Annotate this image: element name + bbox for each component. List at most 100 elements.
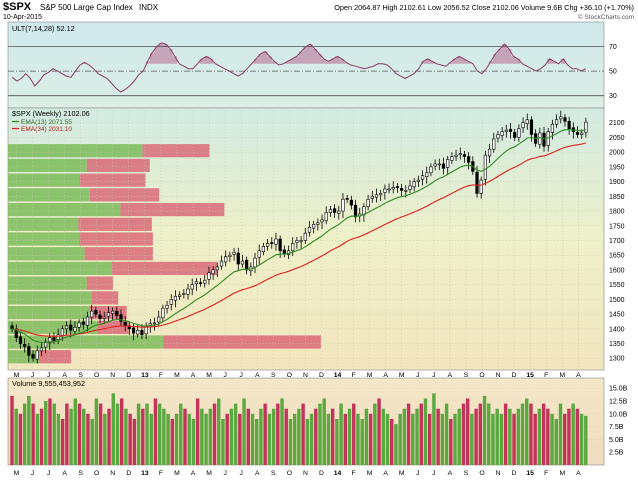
- price-x-tick-label: O: [287, 372, 292, 379]
- volume-bar: [52, 403, 56, 465]
- candle-body: [73, 327, 77, 332]
- candle-body: [374, 194, 379, 198]
- candle-body: [441, 163, 446, 169]
- price-x-tick-label: O: [94, 372, 99, 379]
- volume-bar: [525, 398, 529, 465]
- vbp-bar-down: [111, 261, 217, 276]
- candle-body: [538, 132, 542, 145]
- volume-bar: [381, 408, 385, 465]
- candle-body: [395, 186, 400, 188]
- volume-bar: [136, 403, 141, 465]
- volume-bar: [90, 418, 94, 465]
- candle-body: [111, 310, 115, 314]
- volume-bar: [516, 408, 520, 465]
- candle-body: [257, 250, 261, 258]
- volume-bar: [60, 418, 65, 465]
- chart-date: 10-Apr-2015: [3, 14, 42, 21]
- volume-x-tick-label: J: [432, 470, 435, 477]
- candle-body: [391, 187, 395, 190]
- volume-bar: [115, 403, 120, 465]
- volume-bar: [187, 413, 191, 465]
- volume-layer: [8, 387, 604, 465]
- candle-body: [487, 148, 492, 157]
- volume-x-tick-label: A: [448, 470, 453, 477]
- candle-body: [349, 199, 353, 206]
- candle-body: [550, 123, 554, 133]
- volume-bar: [35, 413, 40, 465]
- candle-body: [119, 314, 123, 322]
- candle-body: [56, 334, 60, 340]
- volume-bar: [255, 418, 259, 465]
- price-tick-label: 2050: [609, 135, 625, 142]
- symbol-description: S&P 500 Large Cap Index: [40, 3, 133, 12]
- candle-body: [10, 325, 14, 330]
- ult-tick-label: 70: [609, 44, 617, 51]
- candle-body: [27, 346, 31, 356]
- candle-body: [224, 256, 228, 263]
- volume-bar: [377, 398, 381, 465]
- volume-bar: [292, 413, 297, 465]
- volume-x-tick-label: S: [271, 470, 276, 477]
- candle-body: [161, 307, 165, 319]
- candle-body: [211, 269, 215, 275]
- candle-body: [433, 163, 437, 167]
- volume-bar: [314, 408, 318, 465]
- candle-body: [366, 198, 370, 207]
- candle-body: [173, 296, 178, 301]
- symbol-exchange: INDX: [139, 3, 159, 12]
- volume-bar: [415, 408, 419, 465]
- candle-body: [198, 282, 203, 284]
- price-x-tick-label: J: [416, 372, 419, 379]
- candle-body: [483, 154, 487, 180]
- volume-x-tick-label: M: [559, 470, 565, 477]
- vbp-bar-up: [8, 158, 87, 173]
- volume-bar: [520, 403, 525, 465]
- candle-body: [500, 131, 504, 136]
- volume-bar: [508, 408, 512, 465]
- volume-bar: [537, 408, 542, 465]
- candle-body: [219, 260, 224, 267]
- volume-bar: [73, 398, 78, 465]
- volume-bar: [166, 413, 170, 465]
- candle-body: [81, 321, 85, 325]
- candle-body: [454, 154, 458, 157]
- candle-body: [94, 309, 98, 315]
- candle-body: [383, 188, 387, 193]
- candle-body: [404, 190, 408, 192]
- candle-body: [131, 327, 136, 334]
- volume-x-tick-label: O: [479, 470, 484, 477]
- candle-body: [458, 153, 462, 155]
- candle-body: [559, 116, 563, 120]
- candle-body: [190, 284, 194, 290]
- volume-bar: [318, 403, 322, 465]
- candle-body: [278, 238, 282, 252]
- candle-body: [236, 252, 240, 265]
- vbp-bar-up: [8, 335, 164, 349]
- ult-overbought-fill: [82, 42, 566, 64]
- volume-bar: [562, 413, 567, 465]
- volume-x-tick-label: 15: [526, 470, 534, 477]
- volume-bar: [208, 408, 213, 465]
- candle-body: [462, 154, 467, 157]
- volume-bar: [250, 413, 255, 465]
- vbp-bar-down: [39, 350, 71, 364]
- volume-bar: [394, 424, 398, 465]
- price-x-tick-label: M: [14, 372, 20, 379]
- price-x-tick-label: 13: [141, 372, 149, 379]
- ult-legend: ULT(7,14,28) 52.12: [12, 24, 75, 33]
- volume-bar: [453, 413, 457, 465]
- price-x-tick-label: 15: [526, 372, 534, 379]
- candle-body: [542, 132, 546, 147]
- volume-x-tick-label: A: [191, 470, 196, 477]
- volume-tick-label: 12.5B: [609, 399, 628, 406]
- vbp-bar-up: [8, 276, 87, 290]
- volume-bar: [330, 408, 335, 465]
- price-x-tick-label: A: [576, 372, 581, 379]
- candle-body: [102, 316, 106, 319]
- candle-body: [337, 210, 341, 214]
- candle-body: [567, 120, 571, 129]
- candle-body: [245, 259, 249, 271]
- price-x-tick-label: S: [271, 372, 276, 379]
- volume-bar: [288, 418, 293, 465]
- candle-body: [299, 240, 303, 242]
